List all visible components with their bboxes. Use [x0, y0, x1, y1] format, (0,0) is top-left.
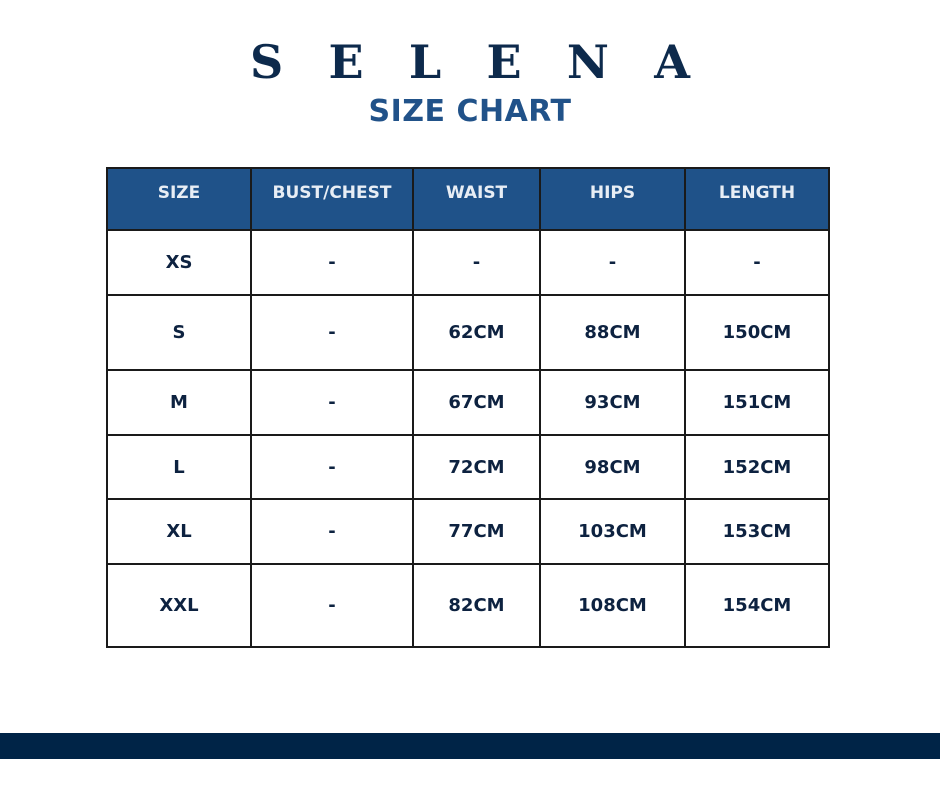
cell-bust: - [250, 498, 414, 565]
cell-length: 154CM [684, 563, 830, 648]
table-header-row: SIZE BUST/CHEST WAIST HIPS LENGTH [106, 167, 830, 231]
cell-bust: - [250, 369, 414, 436]
cell-hips: 98CM [539, 434, 686, 500]
cell-length: 150CM [684, 294, 830, 371]
cell-waist: 77CM [412, 498, 541, 565]
footer-bar [0, 733, 940, 759]
brand-letter: L [408, 35, 442, 89]
brand-letter: N [566, 35, 609, 89]
page-title: SIZE CHART [368, 94, 572, 129]
cell-size: S [106, 294, 252, 371]
brand-letter: E [486, 35, 522, 89]
cell-length: - [684, 229, 830, 296]
cell-bust: - [250, 563, 414, 648]
cell-bust: - [250, 294, 414, 371]
table-row: M -67CM 93CM 151CM [106, 369, 830, 436]
header-bust: BUST/CHEST [250, 167, 414, 231]
cell-hips: 108CM [539, 563, 686, 648]
cell-length: 152CM [684, 434, 830, 500]
brand-letter: A [654, 35, 690, 89]
cell-size: M [106, 369, 252, 436]
cell-hips: 88CM [539, 294, 686, 371]
table-row: XXL -82CM 108CM 154CM [106, 563, 830, 648]
brand-letter: E [328, 35, 364, 89]
table-row: XS - - - - [106, 229, 830, 296]
cell-size: XS [106, 229, 252, 296]
cell-bust: - [250, 229, 414, 296]
header-length: LENGTH [684, 167, 830, 231]
cell-length: 153CM [684, 498, 830, 565]
cell-size: XXL [106, 563, 252, 648]
header-hips: HIPS [539, 167, 686, 231]
cell-hips: 103CM [539, 498, 686, 565]
table-row: S -62CM 88CM 150CM [106, 294, 830, 371]
cell-hips: - [539, 229, 686, 296]
table-row: XL -77CM 103CM 153CM [106, 498, 830, 565]
header-waist: WAIST [412, 167, 541, 231]
cell-waist: 67CM [412, 369, 541, 436]
header-size: SIZE [106, 167, 252, 231]
cell-size: L [106, 434, 252, 500]
table-row: L -72CM 98CM 152CM [106, 434, 830, 500]
cell-length: 151CM [684, 369, 830, 436]
cell-waist: - [412, 229, 541, 296]
cell-waist: 72CM [412, 434, 541, 500]
size-chart-table: SIZE BUST/CHEST WAIST HIPS LENGTH XS - - - -… [106, 167, 830, 648]
cell-hips: 93CM [539, 369, 686, 436]
cell-waist: 62CM [412, 294, 541, 371]
cell-waist: 82CM [412, 563, 541, 648]
cell-bust: - [250, 434, 414, 500]
brand-letter: S [250, 35, 284, 89]
cell-size: XL [106, 498, 252, 565]
